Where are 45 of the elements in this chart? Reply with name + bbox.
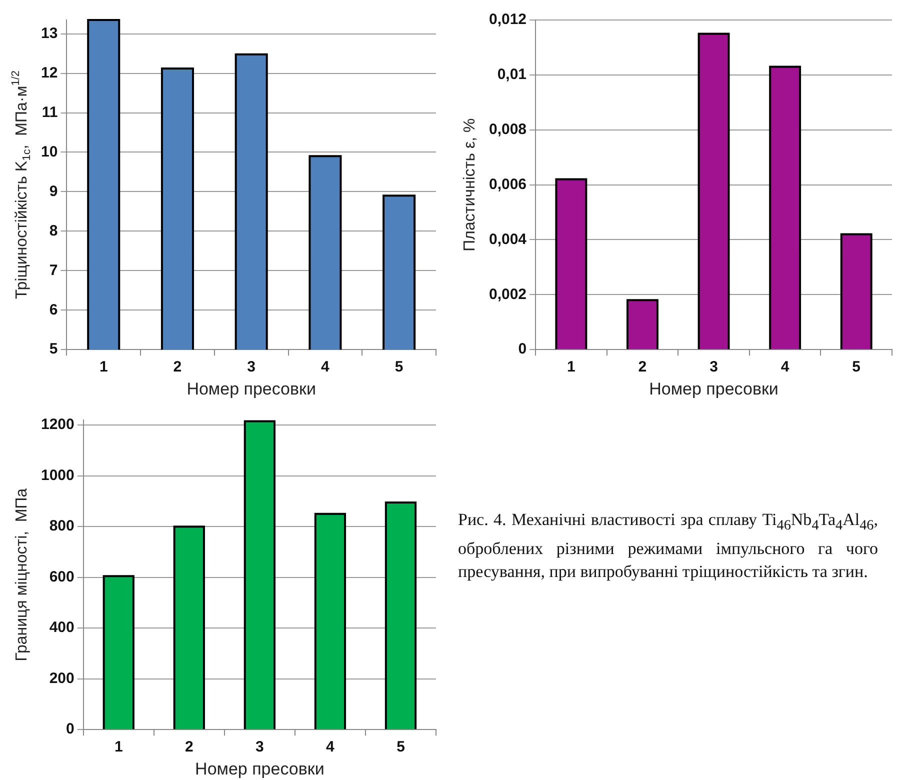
y-tick-label: 13 <box>40 24 58 42</box>
x-tick-label: 1 <box>114 738 123 756</box>
y-tick-label: 5 <box>49 340 58 358</box>
x-tick-label: 3 <box>247 358 256 376</box>
x-tick-label: 5 <box>394 358 404 376</box>
x-tick-label: 2 <box>638 358 647 376</box>
x-tick-label: 2 <box>184 738 194 756</box>
y-axis-title: Границя міцності, МПа <box>13 488 30 662</box>
y-tick-label: 400 <box>49 619 74 636</box>
y-tick-label: 0,012 <box>488 11 527 28</box>
y-axis-title: Тріщиностійкість K1c, МПа·м1/2 <box>10 70 34 300</box>
text: Рис. 4. Механічні властивості зра сплаву Ti$_{46}$Nb$_{4}$Ta$_{4}$Al$_{46}$, оброблених різними режимами імпульсного га чого пресування, при випробуванні тріщиностійкість та згин. <box>458 510 878 582</box>
x-tick-label: 4 <box>780 358 790 376</box>
y-tick-label: 0 <box>66 720 74 738</box>
y-tick-label: 11 <box>42 104 58 121</box>
y-axis-title: Пластичність ε, % <box>461 118 478 252</box>
y-tick-label: 0,01 <box>497 66 527 84</box>
y-tick-label: 0,008 <box>488 121 527 138</box>
y-tick-label: 0 <box>518 340 527 358</box>
y-tick-label: 0,006 <box>488 176 527 193</box>
y-tick-label: 8 <box>49 222 58 240</box>
x-tick-label: 3 <box>256 738 264 756</box>
x-tick-label: 5 <box>396 738 405 756</box>
y-tick-label: 1200 <box>40 416 74 434</box>
x-tick-label: 3 <box>710 358 718 376</box>
x-axis-title: Номер пресовки <box>186 379 316 398</box>
y-tick-label: 12 <box>40 64 58 82</box>
x-tick-label: 5 <box>852 358 861 376</box>
x-tick-label: 2 <box>173 358 182 376</box>
y-tick-label: 7 <box>49 262 58 279</box>
x-tick-label: 1 <box>567 358 576 376</box>
x-axis-title: Номер пресовки <box>649 379 778 398</box>
x-tick-label: 4 <box>326 738 336 756</box>
y-tick-label: 0,002 <box>488 286 527 303</box>
x-axis-title: Номер пресовки <box>195 759 324 778</box>
y-tick-label: 600 <box>49 568 74 586</box>
y-tick-label: 200 <box>49 670 74 687</box>
y-tick-label: 1000 <box>40 466 74 484</box>
x-tick-label: 1 <box>99 358 108 376</box>
y-tick-label: 9 <box>49 182 58 200</box>
y-tick-label: 800 <box>49 518 74 535</box>
y-tick-label: 6 <box>49 301 58 318</box>
x-tick-label: 4 <box>321 358 330 376</box>
y-tick-label: 0,004 <box>488 230 528 248</box>
y-tick-label: 10 <box>40 143 58 160</box>
